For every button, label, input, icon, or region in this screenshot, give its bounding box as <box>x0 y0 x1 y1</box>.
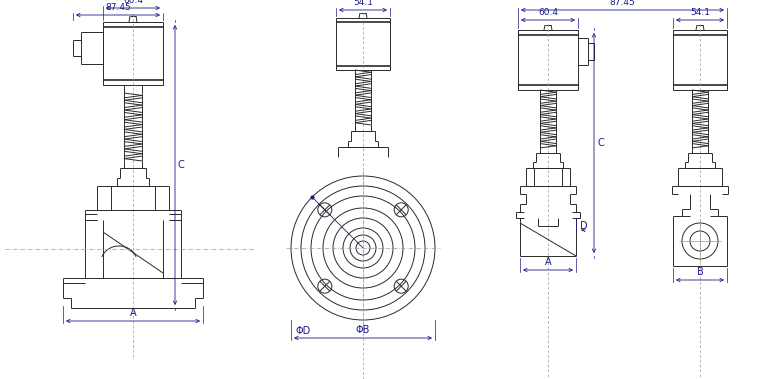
Text: 54.1: 54.1 <box>353 0 373 7</box>
Bar <box>103 22 163 85</box>
Text: 60.4: 60.4 <box>538 8 558 17</box>
Text: 87.45: 87.45 <box>610 0 635 7</box>
Text: C: C <box>178 160 185 170</box>
Bar <box>518 30 578 90</box>
Text: ΦB: ΦB <box>356 325 370 335</box>
Text: D: D <box>580 221 588 232</box>
Text: B: B <box>697 267 703 277</box>
Bar <box>336 18 390 70</box>
Text: A: A <box>545 257 551 267</box>
Text: 87.45: 87.45 <box>105 3 131 12</box>
Text: 54.1: 54.1 <box>690 8 710 17</box>
Text: A: A <box>130 308 136 318</box>
Text: ΦD: ΦD <box>296 326 311 336</box>
Text: C: C <box>597 138 604 148</box>
Bar <box>673 30 727 90</box>
Text: 60.4: 60.4 <box>123 0 143 5</box>
